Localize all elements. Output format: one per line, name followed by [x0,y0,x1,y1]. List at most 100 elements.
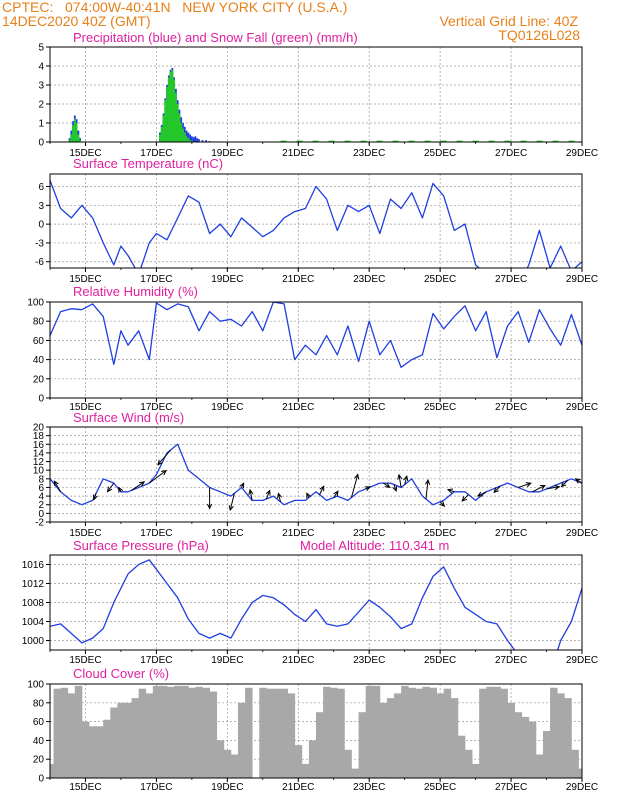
cloud-plot-area [50,685,582,778]
wind-ytick-label: 18 [33,431,45,442]
cloud-bar [181,685,189,778]
precip-xtick-label: 17DEC [140,148,172,159]
cloud-bar [535,754,544,778]
cloud-bar [557,693,565,778]
cloud-bar [571,749,579,778]
wind-arrow [118,486,124,493]
wind-xtick-label: 25DEC [424,528,456,539]
cloud-bar [209,691,218,778]
cloud-bar [117,702,125,778]
pressure-xtick-label: 15DEC [69,655,101,666]
wind-arrow [446,488,455,494]
cloud-bar [316,712,324,778]
cloud-xtick-label: 23DEC [353,782,385,793]
pressure-ytick-label: 1000 [22,636,45,647]
cloud-bar [408,687,416,778]
rh-plot-area [50,302,582,368]
precip-bar [189,134,191,142]
cloud-ytick-label: 100 [27,680,44,691]
wind-arrow [106,482,115,493]
cloud-bar [230,754,239,778]
wind-ytick-label: 14 [33,448,45,459]
temp-ytick-label: 0 [38,220,44,231]
precip-ytick-label: 0 [38,138,44,149]
header-date: 14DEC2020 40Z (GMT) [2,13,151,29]
snowfall-bar [160,126,163,142]
snowfall-bar [173,79,176,142]
cloud-bar [223,749,232,778]
precip-ytick-label: 4 [38,62,44,73]
cloud-bar [138,688,147,778]
snowfall-bar [68,140,71,142]
pressure-frame [49,554,583,651]
wind-arrow [350,473,360,498]
temp-panel: Surface Temperature (nC) -6 -3 0 3 6 15DEC 17DE… [35,156,598,285]
snowfall-bar [167,77,170,142]
rh-xtick-label: 23DEC [353,402,385,413]
wind-ytick-label: 4 [38,492,44,503]
pressure-xtick-label: 21DEC [282,655,314,666]
cloud-bar [464,749,473,778]
precip-xtick-label: 25DEC [424,148,456,159]
cloud-bar [436,693,445,778]
rh-ytick-label: 40 [33,355,45,366]
cloud-bar [152,685,161,778]
rh-ytick-label: 20 [33,374,45,385]
precip-xtick-label: 19DEC [211,148,243,159]
snowfall-bar [187,138,190,142]
cloud-bar [422,686,430,778]
precip-bar [190,136,193,142]
wind-xtick-label: 23DEC [353,528,385,539]
wind-arrow [239,482,245,489]
rh-ytick-label: 60 [33,336,45,347]
pressure-line [50,559,582,650]
cloud-bar [528,721,537,778]
wind-arrow [248,488,254,501]
cloud-bar [145,693,154,778]
pressure-xtick-label: 27DEC [495,655,527,666]
cloud-bar [514,712,523,778]
wind-ytick-label: 20 [33,423,45,434]
wind-arrow [53,480,62,493]
wind-xtick-label: 27DEC [495,528,527,539]
cloud-bar [507,702,516,778]
snowfall-bar [171,69,174,142]
precip-bar [192,137,195,142]
temp-xtick-label: 15DEC [69,274,101,285]
cloud-bar [386,698,395,778]
cloud-bar [67,693,76,778]
wind-title: Surface Wind (m/s) [73,410,184,425]
snowfall-bar [182,128,184,142]
cloud-bar [131,698,140,778]
wind-xtick-label: 15DEC [69,528,101,539]
pressure-ytick-label: 1008 [22,598,45,609]
cloud-bar [429,687,437,778]
temp-xtick-label: 23DEC [353,274,385,285]
wind-arrow [157,449,171,466]
cloud-bar [287,693,296,778]
precip-xtick-label: 23DEC [353,148,385,159]
cloud-bar [401,685,409,778]
cloud-bar [74,685,83,778]
snowfall-bar [185,136,188,142]
precip-ytick-label: 3 [38,81,44,92]
wind-arrow [397,473,403,488]
snowfall-bar [183,132,186,142]
precip-bar [201,140,204,142]
wind-arrow [306,492,312,499]
wind-arrow [276,492,283,502]
cloud-bar [479,688,487,778]
cloud-bar [542,731,551,778]
cloud-bar [89,726,97,778]
cloud-ytick-label: 80 [33,698,45,709]
snowfall-bar [175,92,177,142]
snowfall-bar [189,140,191,142]
precip-xtick-label: 27DEC [495,148,527,159]
pressure-xtick-label: 23DEC [353,655,385,666]
cloud-bar [301,763,310,778]
wind-arrow [532,484,546,493]
precip-bar [187,132,190,142]
cloud-bar [358,712,367,778]
wind-arrow [476,491,487,497]
cloud-ytick-label: 20 [33,755,45,766]
